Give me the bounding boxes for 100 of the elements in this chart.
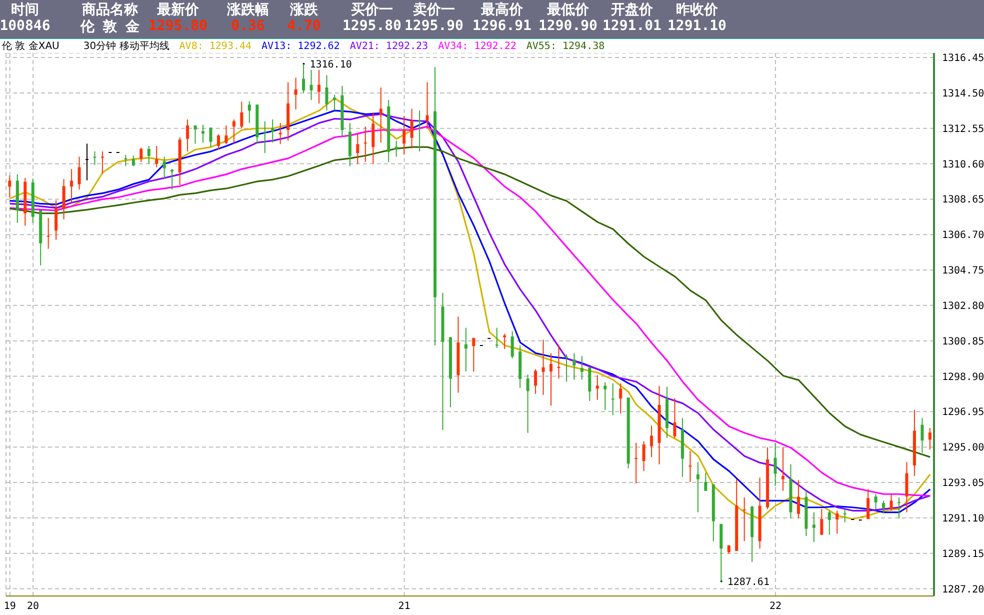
candlestick	[93, 150, 96, 166]
candlestick	[46, 217, 50, 250]
y-tick-label: 1308.65	[942, 194, 984, 206]
candlestick	[418, 110, 422, 152]
y-tick-label: 1302.80	[942, 300, 984, 312]
candlestick	[550, 352, 552, 406]
candlestick	[642, 440, 646, 472]
candlestick	[557, 344, 560, 380]
candlestick	[8, 174, 12, 198]
candlestick	[54, 200, 58, 240]
x-tick-label: 22	[769, 601, 782, 612]
candlestick	[372, 112, 375, 164]
candlestick	[882, 500, 886, 514]
candlestick	[464, 327, 468, 372]
text: 商品名称	[81, 1, 139, 19]
candlestick	[843, 508, 846, 523]
x-tick-label: 19	[4, 601, 16, 612]
candlestick	[140, 147, 143, 162]
y-tick-label: 1296.95	[942, 407, 984, 418]
annotation: 1287.61	[727, 576, 770, 588]
text: 1295.80	[148, 18, 208, 34]
candlestick	[526, 374, 530, 434]
y-tick-label: 1298.90	[942, 372, 984, 383]
text: AV34: 1292.22	[438, 40, 516, 52]
candlestick	[310, 69, 313, 101]
text: 1291.10	[667, 18, 726, 34]
text: 1296.91	[472, 18, 532, 34]
line-series	[9, 146, 931, 458]
candlestick	[611, 382, 614, 416]
candlestick	[132, 155, 135, 167]
y-tick-label: 1287.20	[942, 584, 984, 596]
text: 最新价	[157, 2, 199, 18]
candlestick	[796, 480, 800, 519]
text: 最高价	[480, 1, 524, 19]
candlestick	[898, 496, 900, 519]
candlestick	[70, 168, 74, 204]
candlestick	[704, 472, 708, 492]
y-tick-label: 1291.10	[942, 513, 984, 524]
text: 100846	[0, 18, 52, 34]
candlestick	[232, 118, 236, 144]
candlestick	[278, 122, 282, 145]
candlestick	[426, 82, 429, 129]
candlestick	[379, 87, 382, 144]
candlestick	[580, 356, 584, 380]
candlestick	[650, 425, 654, 458]
candlestick	[564, 354, 568, 382]
candlestick	[294, 77, 298, 110]
y-tick-label: 1300.85	[942, 336, 984, 348]
candlestick	[472, 337, 476, 372]
candlestick	[774, 442, 777, 486]
candlestick	[162, 156, 166, 180]
text: AV55: 1294.38	[526, 40, 605, 52]
annotation: 1316.10	[310, 59, 352, 70]
text: 昨收价	[675, 1, 719, 19]
text: 时间	[10, 1, 40, 19]
text: 买价一	[351, 2, 393, 18]
text: 0.36	[231, 18, 265, 34]
candlestick	[364, 126, 367, 162]
candlestick	[332, 94, 336, 112]
candlestick	[572, 352, 576, 380]
y-tick-label: 1293.05	[942, 478, 984, 490]
y-tick-label: 1310.60	[942, 159, 984, 170]
candlestick	[325, 74, 328, 112]
candlestick	[147, 145, 150, 164]
candlestick	[402, 115, 406, 155]
candlestick	[124, 154, 128, 167]
text: 卖价一	[413, 2, 455, 18]
candlestick	[820, 508, 824, 536]
candlestick	[209, 127, 212, 148]
y-tick-label: 1304.75	[942, 266, 984, 277]
chart-title: 伦 敦 金XAU	[2, 40, 60, 53]
chart-subtitle: 30分钟 移动平均线	[83, 40, 170, 53]
candlestick	[596, 374, 599, 400]
candlestick	[240, 101, 244, 129]
candlestick	[216, 134, 220, 150]
candlestick	[248, 100, 251, 124]
candlestick	[318, 69, 320, 104]
candlestick	[619, 382, 622, 414]
text: 涨跌幅	[227, 2, 269, 18]
candlestick	[688, 450, 692, 482]
text: 伦 敦 金	[80, 19, 140, 35]
candlestick	[828, 510, 831, 536]
candlestick	[812, 512, 816, 543]
candlestick	[928, 428, 932, 450]
text: 1295.80	[342, 18, 402, 34]
text: 开盘价	[611, 2, 653, 18]
candlestick	[100, 150, 104, 174]
candlestick	[510, 330, 514, 359]
candlestick	[905, 462, 908, 513]
x-tick-label: 21	[398, 601, 410, 612]
text: 1290.90	[538, 18, 598, 34]
candlestick	[634, 442, 638, 484]
candlestick	[78, 156, 81, 190]
candlestick	[782, 446, 784, 492]
y-tick-label: 1306.70	[942, 230, 984, 242]
candlestick	[62, 178, 66, 220]
candlestick	[874, 494, 878, 510]
candlestick	[202, 124, 204, 144]
candlestick	[836, 510, 839, 534]
candlestick	[866, 488, 870, 520]
